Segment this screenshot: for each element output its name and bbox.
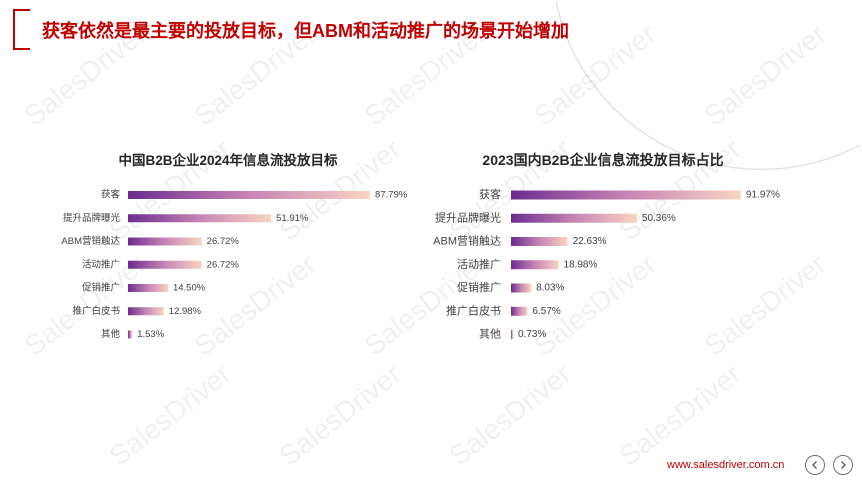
category-label: 提升品牌曝光 — [63, 212, 121, 224]
category-label: 推广白皮书 — [72, 305, 120, 317]
next-slide-button[interactable] — [833, 455, 853, 475]
value-label: 22.63% — [573, 236, 607, 247]
value-label: 6.57% — [532, 306, 560, 317]
slide-title: 获客依然是最主要的投放目标，但ABM和活动推广的场景开始增加 — [42, 21, 569, 41]
value-label: 26.72% — [207, 259, 240, 270]
category-label: 活动推广 — [82, 258, 120, 270]
value-label: 26.72% — [207, 236, 240, 247]
category-label: 推广白皮书 — [446, 303, 501, 317]
prev-slide-button[interactable] — [805, 455, 825, 475]
title-bracket — [13, 9, 30, 50]
bar — [511, 283, 532, 293]
bar — [511, 306, 528, 316]
bar — [511, 213, 637, 223]
website-link[interactable]: www.salesdriver.com.cn — [667, 459, 785, 471]
category-label: 其他 — [479, 328, 501, 341]
chart-title-left: 中国B2B企业2024年信息流投放目标 — [118, 152, 338, 168]
chart-title-right: 2023国内B2B企业信息流投放目标占比 — [482, 152, 723, 168]
category-label: 获客 — [479, 187, 501, 201]
value-label: 50.36% — [642, 213, 676, 224]
category-label: ABM营销触达 — [433, 234, 501, 248]
category-label: 其他 — [101, 328, 121, 340]
category-label: 促销推广 — [82, 282, 120, 294]
value-label: 91.97% — [746, 190, 780, 201]
bar — [128, 284, 168, 292]
bar — [511, 330, 513, 339]
value-label: 8.03% — [536, 283, 564, 294]
category-label: 促销推广 — [457, 280, 501, 294]
value-label: 0.73% — [518, 329, 546, 340]
bar — [128, 330, 133, 339]
value-label: 51.91% — [276, 213, 309, 224]
value-label: 1.53% — [137, 329, 164, 340]
bar — [128, 260, 202, 269]
category-label: 提升品牌曝光 — [435, 210, 501, 224]
value-label: 18.98% — [563, 259, 597, 270]
bar — [511, 260, 559, 270]
chevron-left-icon — [812, 461, 817, 469]
bar — [128, 237, 202, 246]
bar — [128, 191, 371, 199]
category-label: ABM营销触达 — [61, 235, 120, 247]
value-label: 12.98% — [169, 306, 202, 317]
category-label: 活动推广 — [457, 257, 501, 271]
right-bar-chart: 获客 91.97% 提升品牌曝光 50.36% ABM营销触达 22.63% 活动推广 18.… — [433, 187, 780, 341]
category-label: 获客 — [101, 189, 121, 201]
value-label: 87.79% — [375, 190, 408, 201]
chevron-right-icon — [841, 461, 846, 469]
decorative-arc — [555, 0, 861, 171]
bar — [128, 307, 164, 316]
value-label: 14.50% — [173, 283, 206, 294]
left-bar-chart: 获客 87.79% 提升品牌曝光 51.91% ABM营销触达 26.72% 活动推广 26.… — [61, 189, 407, 341]
bar — [511, 237, 568, 246]
bar — [511, 190, 741, 200]
bar — [128, 214, 272, 223]
